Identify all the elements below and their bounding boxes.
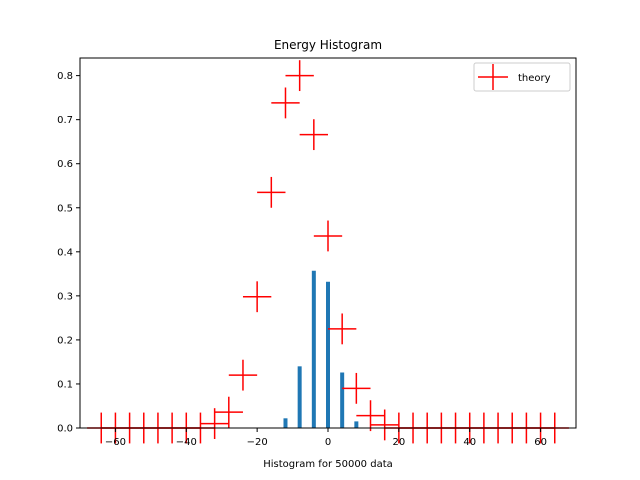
x-tick-label: 20 xyxy=(392,437,405,448)
histogram-bar xyxy=(311,270,316,428)
theory-point xyxy=(257,176,286,208)
theory-point xyxy=(271,87,300,119)
theory-point xyxy=(370,409,399,441)
y-tick-label: 0.0 xyxy=(57,424,73,435)
y-tick-label: 0.8 xyxy=(57,71,73,82)
legend: theory xyxy=(473,62,571,92)
legend-box xyxy=(473,62,571,92)
y-tick-label: 0.4 xyxy=(57,247,73,258)
theory-point xyxy=(228,359,258,391)
histogram-bar xyxy=(297,366,302,428)
chart-title: Energy Histogram xyxy=(274,38,382,52)
x-tick-label: 60 xyxy=(534,437,547,448)
y-tick-label: 0.2 xyxy=(57,335,73,346)
theory-point xyxy=(356,400,385,432)
legend-theory-label: theory xyxy=(518,73,551,84)
theory-point xyxy=(285,60,314,92)
theory-point xyxy=(313,220,343,252)
x-axis-label: Histogram for 50000 data xyxy=(263,459,393,470)
theory-point xyxy=(342,372,371,404)
histogram-bar xyxy=(326,281,330,428)
theory-point xyxy=(242,281,272,313)
x-tick-label: 40 xyxy=(463,437,476,448)
x-axis-ticks: −60 −40 −20 0 20 40 60 xyxy=(105,428,547,448)
x-tick-label: −20 xyxy=(247,437,268,448)
y-tick-label: 0.7 xyxy=(57,115,73,126)
theory-point xyxy=(200,408,229,440)
theory-point xyxy=(299,119,328,151)
histogram-bar xyxy=(283,418,288,428)
histogram-bar xyxy=(354,421,359,428)
x-tick-label: −40 xyxy=(176,437,197,448)
histogram-bar xyxy=(340,372,345,428)
x-tick-label: −60 xyxy=(105,437,126,448)
theory-point xyxy=(214,396,243,428)
y-tick-label: 0.5 xyxy=(57,203,73,214)
y-tick-label: 0.6 xyxy=(57,159,73,170)
y-tick-label: 0.1 xyxy=(57,379,73,390)
x-tick-label: 0 xyxy=(325,437,331,448)
theory-point xyxy=(328,313,357,345)
y-tick-label: 0.3 xyxy=(57,291,73,302)
y-axis-ticks: 0.0 0.1 0.2 0.3 0.4 0.5 0.6 0.7 0.8 xyxy=(57,71,80,435)
